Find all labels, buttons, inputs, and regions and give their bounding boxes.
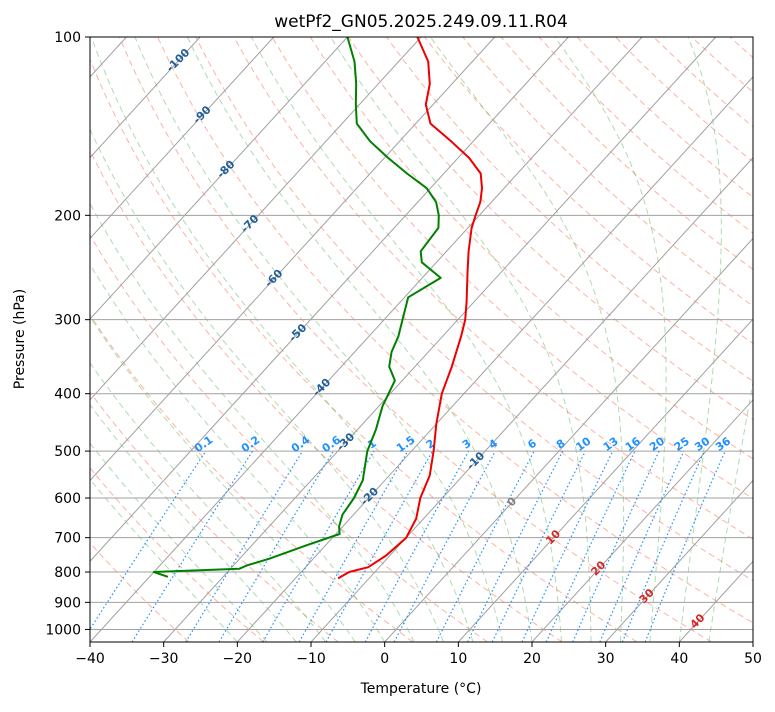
- isotherm-gridline: [458, 37, 775, 642]
- y-tick-label: 900: [54, 595, 81, 611]
- background-lines: [0, 37, 775, 642]
- mixing-ratio-label: 0.4: [289, 433, 313, 455]
- x-tick-label: 20: [523, 651, 541, 667]
- x-tick-label: 40: [670, 651, 688, 667]
- dry-adiabat: [654, 37, 775, 642]
- moist-adiabat: [0, 37, 355, 642]
- isotherm-gridline: [90, 37, 642, 642]
- y-axis-ticks: 100 200 300 400 500 600 700 800 900 1000: [45, 30, 90, 638]
- mixing-ratio-line: [645, 451, 725, 642]
- isotherm-gridline: [606, 37, 775, 642]
- isotherm-gridline: [0, 37, 421, 642]
- y-tick-label: 200: [54, 208, 81, 224]
- mixing-ratio-line: [132, 451, 253, 642]
- chart-title: wetPf2_GN05.2025.249.09.11.R04: [274, 12, 568, 32]
- moist-adiabat: [0, 37, 385, 642]
- dry-adiabat: [616, 37, 775, 642]
- mixing-ratio-label: 0.1: [192, 433, 215, 455]
- moist-adiabat: [709, 37, 775, 642]
- x-axis-ticks: −40 −30 −20 −10 0 10 20 30 40 50: [75, 642, 762, 667]
- plot-frame: [90, 37, 753, 642]
- dry-adiabat: [577, 37, 775, 642]
- x-tick-label: 50: [744, 651, 762, 667]
- y-tick-label: 700: [54, 531, 81, 547]
- isotherm-gridline: [532, 37, 775, 642]
- moist-adiabat: [0, 37, 237, 642]
- dry-adiabat: [730, 37, 775, 642]
- mixing-ratio-label: 4: [486, 436, 500, 451]
- y-tick-label: 300: [54, 313, 81, 329]
- mixing-ratio-line: [492, 451, 585, 642]
- moist-adiabat: [91, 37, 473, 642]
- y-axis-label: Pressure (hPa): [12, 289, 28, 389]
- mixing-ratio-line: [573, 451, 659, 642]
- mixing-ratio-line: [365, 451, 468, 642]
- mixing-ratio-line: [82, 451, 206, 642]
- isotherm-gridline: [0, 37, 495, 642]
- dry-adiabat: [692, 37, 775, 642]
- moist-adiabat: [54, 37, 443, 642]
- dry-adiabat: [0, 37, 413, 642]
- moist-adiabat: [0, 37, 267, 642]
- y-tick-label: 800: [54, 565, 81, 581]
- dry-adiabat: [0, 37, 264, 642]
- x-tick-label: −10: [296, 651, 326, 667]
- moist-adiabat: [135, 37, 503, 642]
- x-tick-label: −20: [223, 651, 253, 667]
- mixing-ratio-line: [600, 451, 684, 642]
- mixing-ratio-label: 3: [460, 437, 474, 452]
- isotherm-gridline: [164, 37, 716, 642]
- mixing-ratio-label: 6: [525, 437, 539, 452]
- isotherm-gridline: [385, 37, 775, 642]
- x-tick-label: −40: [75, 651, 105, 667]
- dry-adiabat: [463, 37, 775, 642]
- dry-adiabat: [158, 37, 775, 642]
- y-tick-label: 400: [54, 387, 81, 403]
- moist-adiabat: [555, 37, 666, 642]
- y-tick-label: 600: [54, 491, 81, 507]
- dry-adiabat: [43, 37, 562, 642]
- x-tick-label: 0: [380, 651, 389, 667]
- dry-adiabat: [425, 37, 775, 642]
- mixing-ratio-line: [219, 451, 333, 642]
- x-tick-label: 10: [449, 651, 467, 667]
- dry-adiabat: [0, 37, 189, 642]
- y-tick-label: 500: [54, 444, 81, 460]
- dry-adiabat: [272, 37, 775, 642]
- x-tick-label: 30: [597, 651, 615, 667]
- x-axis-label: Temperature (°C): [360, 681, 482, 697]
- moist-adiabat: [0, 37, 296, 642]
- mixing-ratio-line: [622, 451, 704, 642]
- dry-adiabat: [539, 37, 775, 642]
- mixing-ratio-line: [546, 451, 635, 642]
- y-tick-label: 1000: [45, 622, 81, 638]
- mixing-ratio-label: 0.2: [239, 433, 262, 455]
- mixing-ratio-label: 1.5: [394, 433, 417, 455]
- isotherm-gridline: [0, 37, 274, 642]
- y-tick-label: 100: [54, 30, 81, 46]
- moist-adiabat: [679, 37, 721, 642]
- dry-adiabat: [387, 37, 775, 642]
- x-tick-label: −30: [149, 651, 179, 667]
- isotherm-gridline: [753, 37, 775, 642]
- mixing-ratio-line: [394, 451, 495, 642]
- isotherm-gridline: [0, 37, 200, 642]
- mixing-ratio-line: [468, 451, 563, 642]
